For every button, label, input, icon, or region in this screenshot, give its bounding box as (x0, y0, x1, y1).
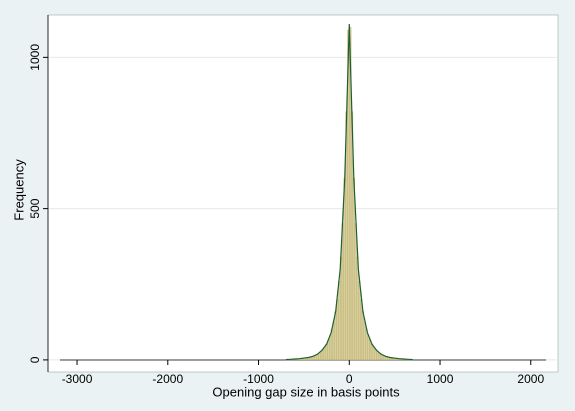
bar (365, 329, 368, 361)
bar (376, 351, 379, 361)
bar (367, 335, 370, 361)
bar (340, 256, 343, 361)
bar (323, 346, 326, 361)
bar (354, 223, 357, 361)
bar (329, 335, 332, 361)
bar (325, 343, 328, 361)
x-axis-title: Opening gap size in basis points (212, 384, 400, 399)
bar (343, 178, 346, 361)
y-axis-title: Frequency (11, 159, 26, 221)
bar (356, 256, 359, 361)
x-tick-label: 1000 (427, 372, 454, 386)
bar (352, 178, 355, 361)
bar (374, 349, 377, 361)
bar (372, 346, 375, 361)
bar (318, 352, 321, 361)
bar (358, 281, 361, 361)
plot-area (47, 14, 559, 373)
x-tick-label: -3000 (62, 372, 93, 386)
bar (338, 281, 341, 361)
bar (327, 340, 330, 361)
density-curve (285, 24, 413, 361)
bar (363, 321, 366, 361)
bar (321, 349, 325, 361)
bar (341, 223, 345, 361)
x-tick-label: -1000 (243, 372, 274, 386)
x-tick-label: 2000 (517, 372, 544, 386)
bar (320, 351, 323, 361)
y-tick-label: 500 (28, 198, 42, 218)
bar (336, 299, 339, 361)
bar (378, 352, 381, 361)
y-tick-label: 1000 (28, 44, 42, 71)
bar (369, 340, 372, 361)
bar (332, 321, 335, 361)
x-tick-label: -2000 (152, 372, 183, 386)
bar (359, 299, 363, 361)
bar (334, 311, 337, 361)
bar (330, 329, 334, 361)
bar (370, 343, 374, 361)
bar (361, 311, 365, 361)
x-tick-label: 0 (346, 372, 353, 386)
y-tick-label: 0 (28, 356, 42, 363)
